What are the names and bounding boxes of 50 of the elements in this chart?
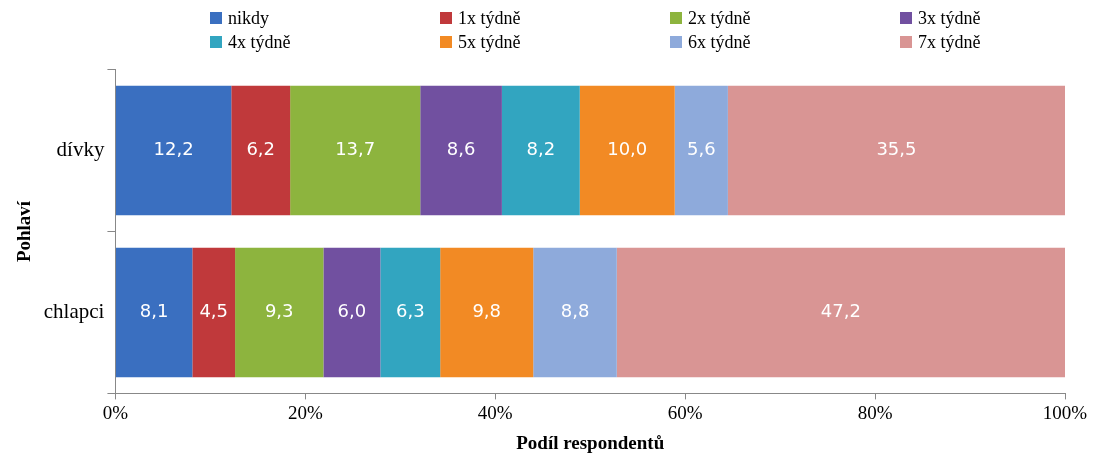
data-label: 8,2 [526,138,556,160]
legend-label: 7x týdně [918,31,981,54]
data-label: 9,3 [264,300,294,322]
bar [616,247,1065,378]
y-tick-label: chlapci [43,298,105,323]
data-label: 5,6 [686,138,716,160]
bar [727,85,1065,216]
x-tick-label: 20% [287,401,323,423]
data-label: 9,8 [472,300,502,322]
x-tick-label: 0% [102,401,129,423]
data-label: 12,2 [153,138,194,160]
x-axis-title: Podíl respondentů [516,431,665,453]
bar [440,247,534,378]
bar [579,85,675,216]
data-label: 8,6 [446,138,476,160]
data-label: 35,5 [876,138,917,160]
y-axis-title: Pohlaví [13,200,35,263]
data-label: 13,7 [335,138,376,160]
bar [115,85,232,216]
legend-label: 1x týdně [458,7,521,30]
bar [115,247,193,378]
bar [192,247,236,378]
legend-label: 5x týdně [458,31,521,54]
data-label: 6,3 [395,300,425,322]
x-tick-label: 40% [477,401,513,423]
bar [501,85,580,216]
bar [674,85,728,216]
legend-label: 3x týdně [918,7,981,30]
data-label: 6,2 [246,138,276,160]
x-tick-label: 80% [857,401,893,423]
bar [380,247,441,378]
legend-label: 4x týdně [228,31,291,54]
data-label: 8,1 [139,300,169,322]
data-label: 6,0 [337,300,367,322]
bar [231,85,291,216]
bar [235,247,324,378]
data-label: 10,0 [607,138,648,160]
data-label: 8,8 [560,300,590,322]
bar [533,247,617,378]
y-tick-label: dívky [56,137,105,162]
bar [323,247,381,378]
legend-label: nikdy [228,7,270,30]
legend-label: 2x týdně [688,7,751,30]
data-label: 4,5 [199,300,229,322]
bar [290,85,421,216]
x-tick-label: 100% [1042,401,1088,423]
legend-label: 6x týdně [688,31,751,54]
bar [420,85,502,216]
data-label: 47,2 [820,300,861,322]
x-tick-label: 60% [667,401,703,423]
